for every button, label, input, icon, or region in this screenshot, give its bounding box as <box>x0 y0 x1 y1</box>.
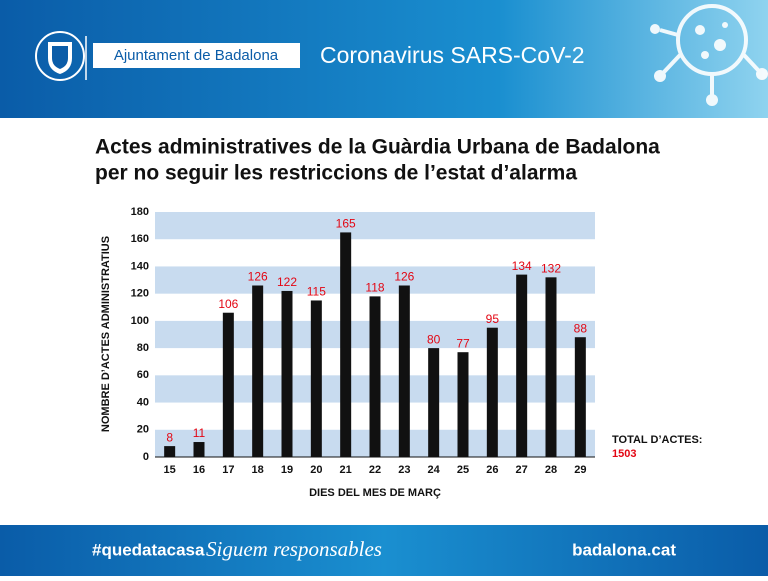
y-tick-label: 0 <box>143 451 149 463</box>
value-label: 115 <box>307 285 326 299</box>
bar <box>369 296 381 457</box>
bar <box>516 274 528 457</box>
x-tick-label: 28 <box>545 464 557 476</box>
y-tick-label: 140 <box>131 260 149 272</box>
value-label: 126 <box>394 270 414 284</box>
chart-title: per no seguir les restriccions de l’esta… <box>95 162 577 185</box>
total-value: 1503 <box>612 448 636 460</box>
value-label: 77 <box>456 336 470 350</box>
bar <box>193 442 205 457</box>
bar <box>428 348 440 457</box>
hashtag: #quedatacasa <box>92 540 205 559</box>
total-label: TOTAL D’ACTES: <box>612 434 702 446</box>
bar <box>457 352 469 457</box>
x-axis-label: DIES DEL MES DE MARÇ <box>309 487 441 499</box>
bar <box>340 232 352 457</box>
x-tick-label: 18 <box>252 464 264 476</box>
y-tick-label: 80 <box>137 342 149 354</box>
value-label: 122 <box>277 275 297 289</box>
y-tick-label: 20 <box>137 424 149 436</box>
bar <box>252 285 264 457</box>
plot: 0 20 40 60 80 100 120 140 160 180 15 8 16 11 17 106 18 12… <box>131 206 595 476</box>
y-tick-label: 160 <box>131 233 149 245</box>
chart-title: Actes administratives de la Guàrdia Urba… <box>95 136 660 159</box>
x-tick-label: 29 <box>574 464 586 476</box>
virus-decoration <box>650 4 768 106</box>
grid-band <box>155 212 595 240</box>
x-tick-label: 15 <box>164 464 176 476</box>
value-label: 88 <box>574 321 588 335</box>
bar <box>545 277 557 457</box>
topic: Coronavirus SARS-CoV-2 <box>320 42 585 68</box>
x-tick-label: 26 <box>486 464 498 476</box>
x-tick-label: 17 <box>222 464 234 476</box>
value-label: 134 <box>512 259 532 273</box>
bar <box>574 337 586 457</box>
y-tick-label: 60 <box>137 369 149 381</box>
bar <box>222 312 234 457</box>
footer-band <box>0 525 768 576</box>
x-tick-label: 22 <box>369 464 381 476</box>
value-label: 80 <box>427 332 441 346</box>
value-label: 126 <box>248 270 268 284</box>
bar <box>398 285 410 457</box>
bar <box>281 290 293 457</box>
value-label: 165 <box>336 217 356 231</box>
slogan: Siguem responsables <box>206 537 382 561</box>
y-tick-label: 180 <box>131 206 149 218</box>
x-tick-label: 25 <box>457 464 469 476</box>
x-tick-label: 24 <box>428 464 441 476</box>
organization: Ajuntament de Badalona <box>114 47 279 64</box>
value-label: 11 <box>193 426 206 440</box>
y-axis-label: NOMBRE D’ACTES ADMINISTRATIUS <box>100 236 112 432</box>
x-tick-label: 19 <box>281 464 293 476</box>
x-tick-label: 16 <box>193 464 205 476</box>
org-box <box>93 43 300 68</box>
website: badalona.cat <box>572 540 676 559</box>
value-label: 132 <box>541 262 561 276</box>
value-label: 95 <box>486 312 500 326</box>
y-tick-label: 120 <box>131 288 149 300</box>
bar <box>310 300 322 457</box>
x-tick-label: 27 <box>516 464 528 476</box>
x-tick-label: 20 <box>310 464 322 476</box>
logo <box>35 31 85 81</box>
bar <box>164 446 176 457</box>
value-label: 106 <box>218 297 238 311</box>
y-tick-label: 40 <box>137 396 149 408</box>
x-tick-label: 23 <box>398 464 410 476</box>
x-tick-label: 21 <box>340 464 352 476</box>
y-tick-label: 100 <box>131 315 149 327</box>
value-label: 118 <box>365 281 384 295</box>
bar <box>486 327 498 457</box>
value-label: 8 <box>166 430 173 444</box>
